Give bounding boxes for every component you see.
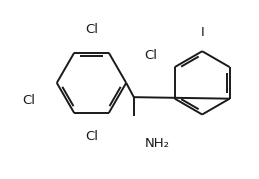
Text: Cl: Cl	[22, 94, 35, 107]
Text: Cl: Cl	[85, 23, 98, 36]
Text: I: I	[200, 26, 204, 39]
Text: Cl: Cl	[145, 49, 157, 62]
Text: NH₂: NH₂	[145, 137, 170, 150]
Text: Cl: Cl	[85, 130, 98, 143]
